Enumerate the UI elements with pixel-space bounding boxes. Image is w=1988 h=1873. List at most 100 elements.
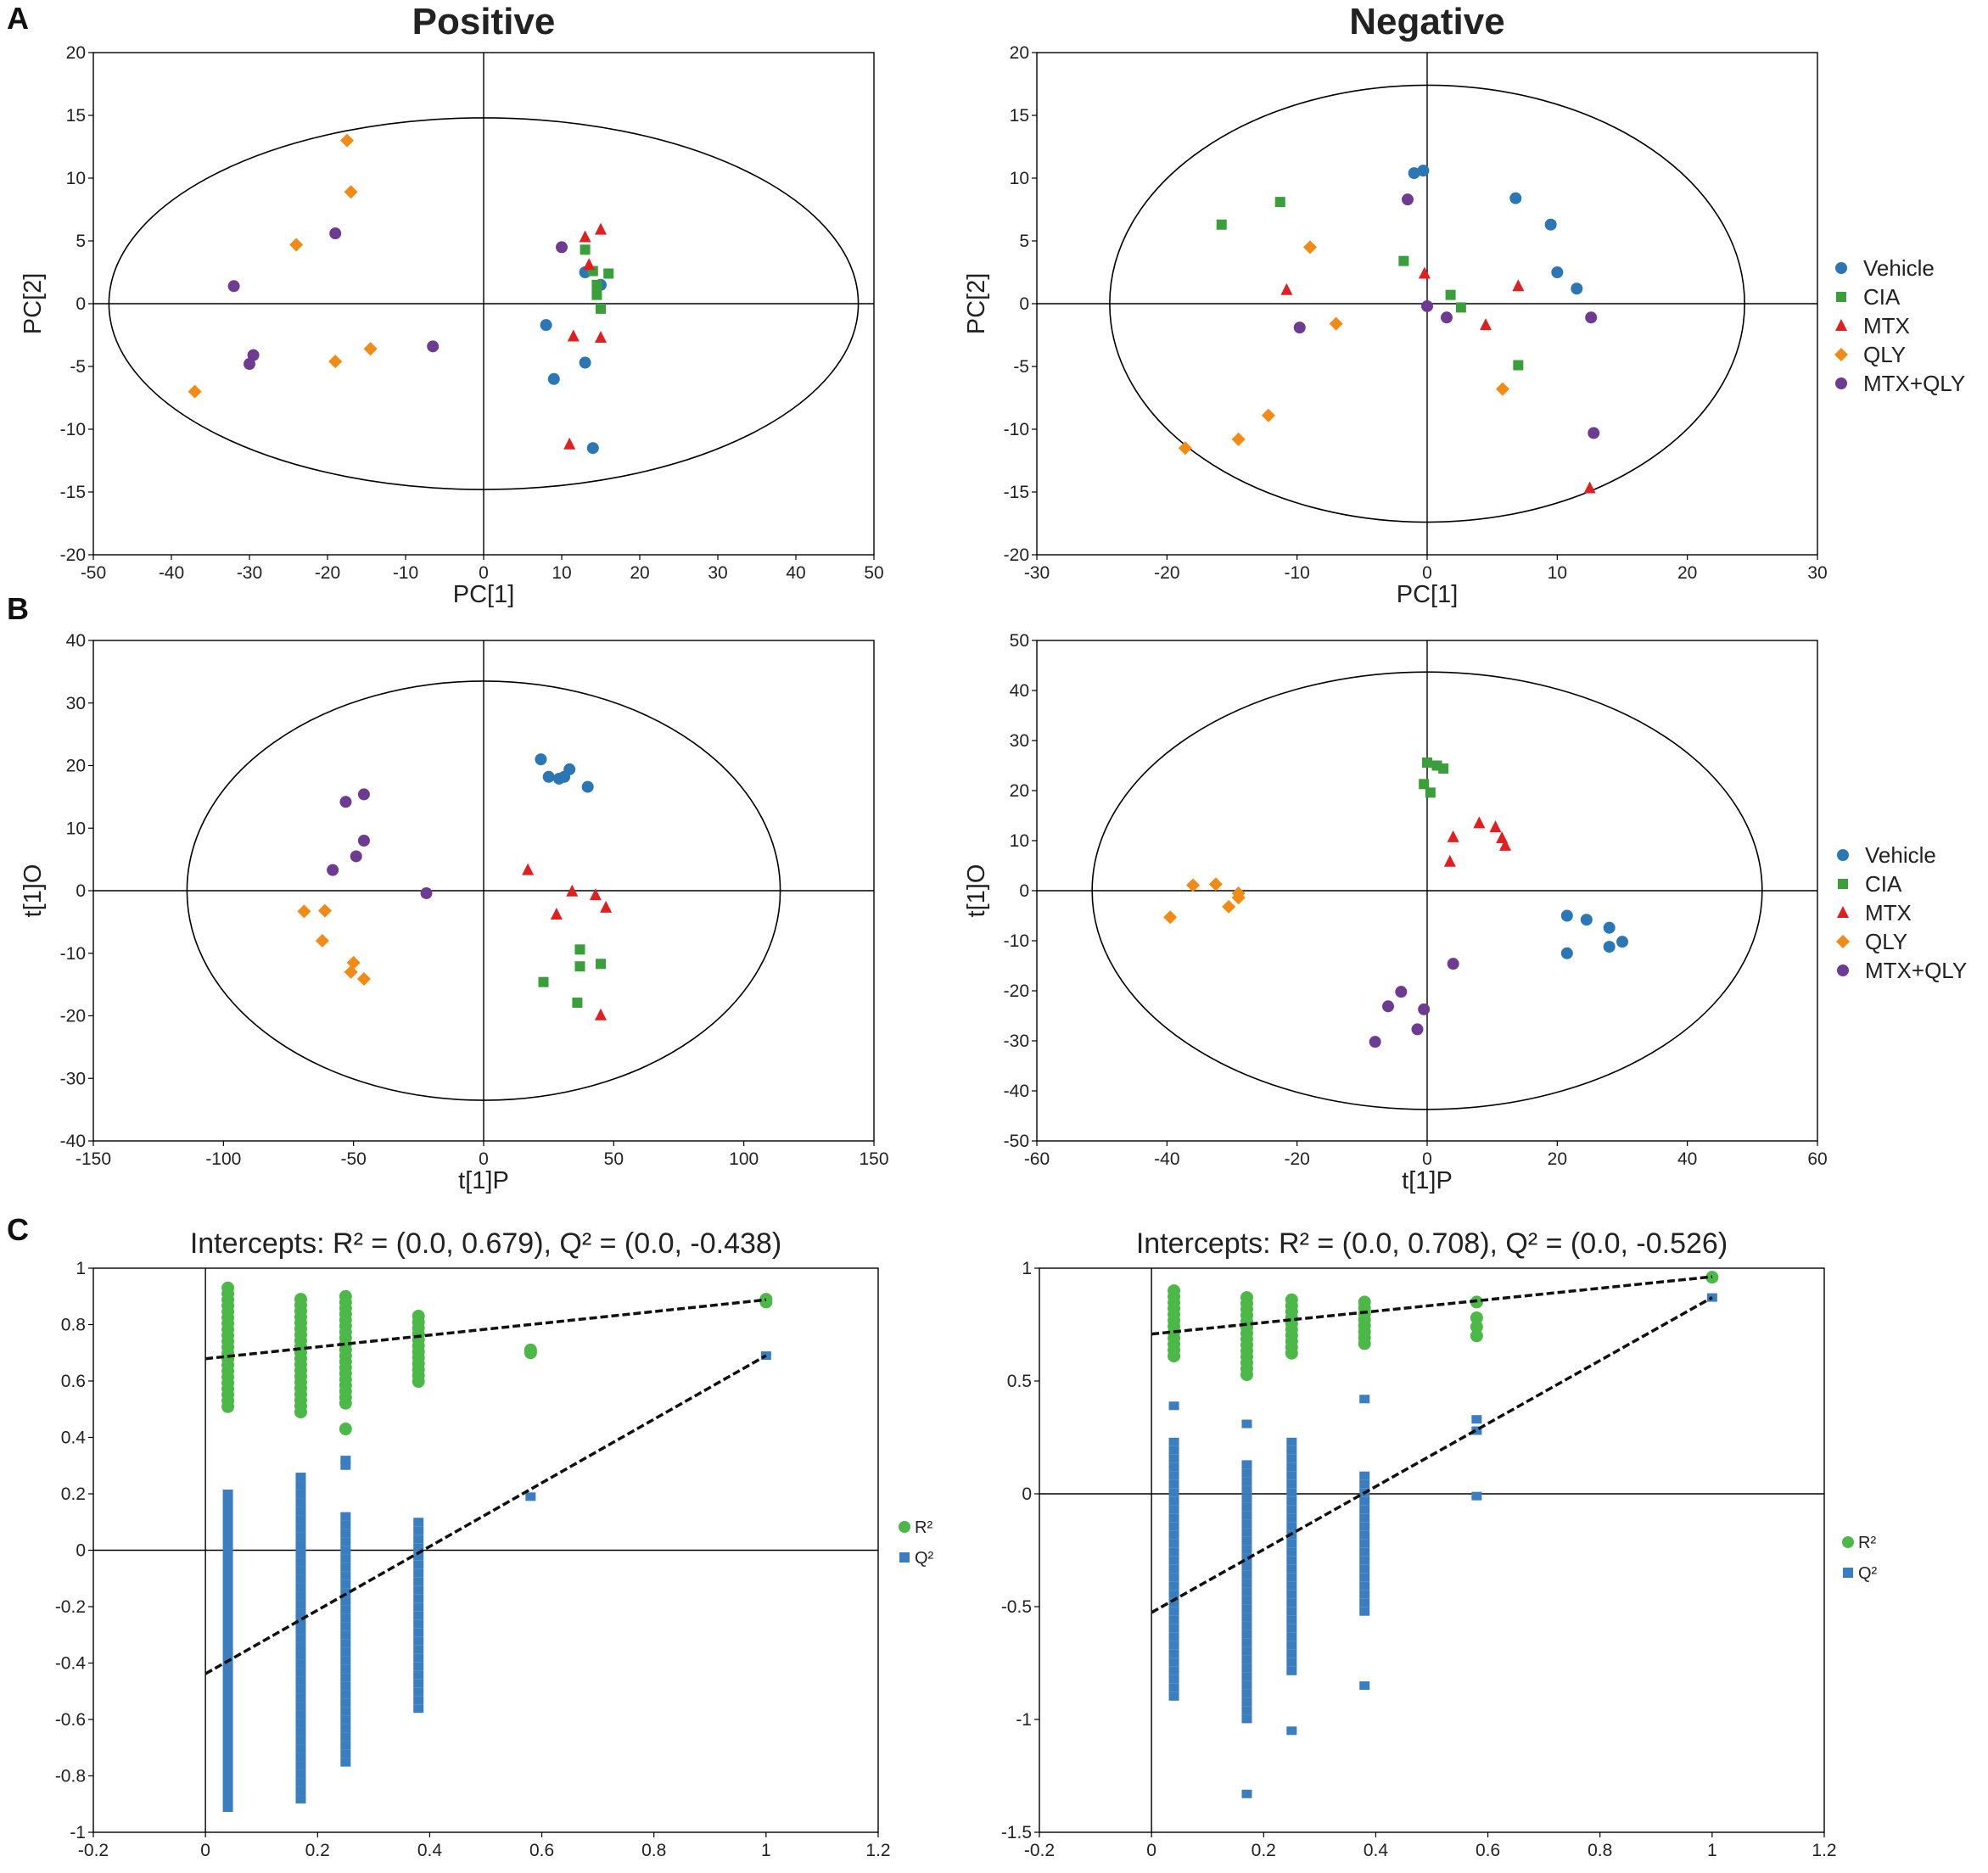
q2-point <box>295 1591 306 1601</box>
x-tick-label: -50 <box>81 563 106 583</box>
x-tick-label: -20 <box>1284 1149 1309 1169</box>
data-point <box>1480 318 1492 331</box>
y-tick-label: 0 <box>1022 1484 1032 1504</box>
y-tick-label: -0.8 <box>55 1767 86 1786</box>
q2-point <box>295 1795 306 1804</box>
q2-point <box>1168 1615 1179 1624</box>
q2-point <box>222 1549 233 1557</box>
q2-point <box>222 1736 233 1744</box>
series-qly <box>188 133 378 399</box>
q2-point <box>222 1702 233 1710</box>
q2-point <box>340 1647 351 1657</box>
legend-label: CIA <box>1865 871 1902 897</box>
data-point <box>1513 360 1524 371</box>
x-tick-label: 0 <box>1146 1841 1156 1860</box>
legend-label: Vehicle <box>1863 255 1935 281</box>
legend-label: Vehicle <box>1865 842 1936 868</box>
y-tick-label: 0 <box>76 1541 86 1561</box>
q2-point <box>1241 1570 1252 1579</box>
series-r2 <box>221 1281 773 1436</box>
data-point <box>1382 1000 1394 1013</box>
q2-point <box>295 1617 306 1626</box>
data-point <box>574 961 585 972</box>
q2-point <box>222 1515 233 1524</box>
q2-point <box>1241 1680 1252 1690</box>
y-tick-label: -20 <box>1004 545 1029 565</box>
r2-point <box>339 1423 352 1436</box>
q2-point <box>1241 1613 1252 1622</box>
data-point <box>538 976 549 987</box>
y-tick-label: -30 <box>1004 1032 1029 1051</box>
y-tick-label: 0 <box>76 881 86 901</box>
q2-point <box>222 1617 233 1625</box>
y-tick-label: -0.6 <box>55 1710 86 1730</box>
legend-label-q2: Q² <box>915 1549 934 1568</box>
x-tick-label: -30 <box>1024 563 1050 583</box>
q2-point <box>1286 1666 1297 1675</box>
x-tick-label: 150 <box>859 1149 888 1169</box>
q2-point <box>340 1639 351 1648</box>
q2-point <box>1168 1547 1179 1557</box>
data-point <box>591 289 602 300</box>
q2-point <box>1241 1494 1252 1503</box>
q2-point <box>1168 1462 1179 1472</box>
legend-marker <box>1836 292 1846 302</box>
q2-point <box>413 1518 424 1527</box>
y-tick-label: 10 <box>66 819 86 838</box>
q2-point <box>1241 1502 1252 1512</box>
q2-point <box>340 1630 351 1640</box>
data-point <box>339 796 352 808</box>
q2-point <box>340 1656 351 1665</box>
q2-point <box>1168 1691 1179 1701</box>
y-tick-label: 0.6 <box>61 1372 86 1391</box>
q2-point <box>295 1770 306 1779</box>
q2-point <box>1168 1445 1179 1455</box>
data-point <box>1509 192 1522 204</box>
data-point <box>540 319 552 332</box>
q2-point <box>1168 1598 1179 1607</box>
r2-point <box>1240 1368 1253 1382</box>
data-point <box>1560 947 1573 959</box>
q2-point <box>1286 1590 1297 1599</box>
q2-point <box>1286 1522 1297 1531</box>
q2-point <box>295 1786 306 1796</box>
data-point <box>1280 282 1293 295</box>
q2-point <box>1286 1615 1297 1624</box>
q2-point <box>295 1727 306 1736</box>
data-point <box>227 280 240 293</box>
data-point <box>579 230 591 243</box>
q2-point <box>295 1668 306 1677</box>
r2-point <box>1358 1337 1371 1350</box>
r2-regression-line <box>1151 1275 1713 1336</box>
x-tick-label: -150 <box>76 1149 111 1169</box>
q2-point <box>1286 1556 1297 1565</box>
series-q2 <box>1168 1293 1717 1798</box>
q2-point <box>295 1642 306 1652</box>
q2-point <box>295 1693 306 1702</box>
q2-point <box>295 1574 306 1584</box>
q2-point <box>1168 1581 1179 1591</box>
data-point <box>595 222 607 235</box>
confidence-ellipse <box>1109 84 1745 523</box>
chart-title: Intercepts: R² = (0.0, 0.708), Q² = (0.0… <box>1136 1227 1728 1260</box>
q2-point <box>295 1736 306 1745</box>
y-tick-label: 0 <box>1019 881 1029 901</box>
data-point <box>547 372 560 385</box>
data-point <box>1585 311 1598 324</box>
data-point <box>1329 316 1343 331</box>
q2-point <box>222 1803 233 1812</box>
q2-point <box>1241 1655 1252 1664</box>
x-tick-label: 0 <box>479 1149 489 1169</box>
q2-point <box>1241 1485 1252 1495</box>
y-tick-label: 40 <box>1010 681 1029 701</box>
q2-point <box>295 1524 306 1533</box>
x-tick-label: 20 <box>1677 563 1697 583</box>
y-tick-label: 20 <box>66 43 86 63</box>
legend-marker-q2 <box>1843 1568 1853 1578</box>
y-tick-label: -1.5 <box>1001 1823 1032 1842</box>
q2-point <box>340 1605 351 1614</box>
y-axis-label: PC[2] <box>963 273 990 335</box>
q2-point <box>1286 1462 1297 1472</box>
y-tick-label: 10 <box>1010 831 1029 851</box>
q2-point <box>295 1744 306 1753</box>
